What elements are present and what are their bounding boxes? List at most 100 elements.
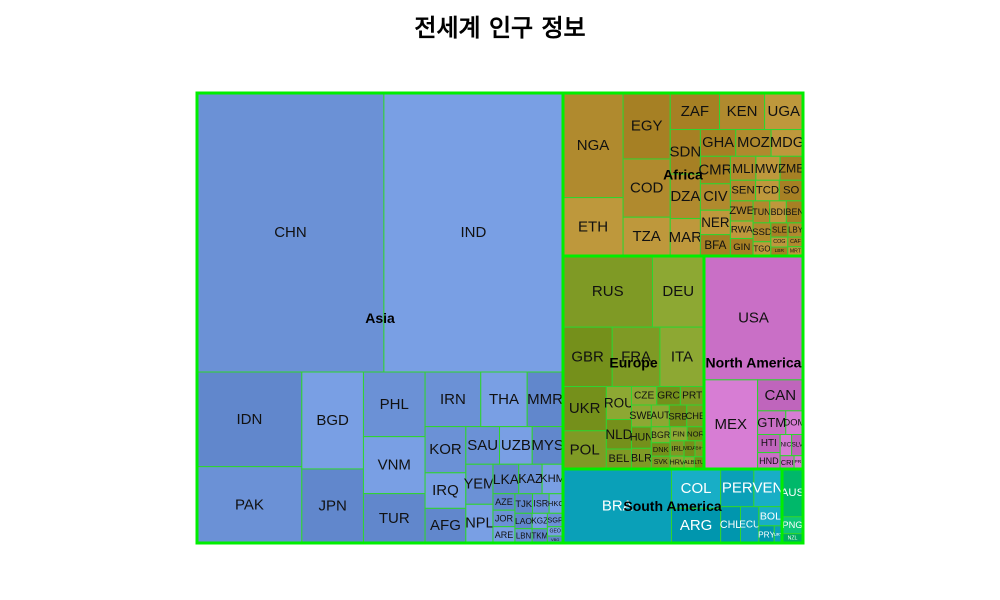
tile-label-mrt: MRT [790, 248, 801, 254]
tile-label-irq: IRQ [432, 482, 459, 499]
tile-label-svk: SVK [654, 459, 668, 466]
tile-label-jor: JOR [495, 513, 514, 523]
tile-per [720, 468, 755, 508]
tile-label-mda: MDA [683, 446, 696, 452]
tile-vnm [362, 436, 426, 495]
tile-label-gtm: GTM [757, 415, 786, 430]
tile-usa [703, 255, 804, 381]
region-asia: CHN IND IDN PAK BGD JPN PHL VNM TUR IRN THA MMR KOR I… [195, 91, 565, 545]
tile-label-fin: FIN [672, 429, 684, 438]
tile-label-png: PNG [782, 520, 802, 530]
tile-label-lby: LBY [788, 225, 804, 234]
tile-label-slv: SLV [792, 442, 804, 449]
tile-label-hrv: HRV [670, 459, 685, 467]
tile-label-lbn: LBN [516, 531, 532, 540]
tile-tur [362, 493, 426, 544]
tile-label-egy: EGY [631, 117, 663, 134]
tile-label-ita: ITA [671, 348, 693, 365]
tile-label-nzl: NZL [788, 535, 798, 541]
tile-label-tkm: TKM [532, 531, 548, 540]
tile-label-yem: YEM [464, 476, 496, 492]
tile-label-bel: BEL [609, 453, 630, 465]
tile-label-geo: GEO [550, 528, 561, 534]
tile-label-nor: NOR [687, 429, 705, 438]
tile-label-rus: RUS [592, 283, 624, 300]
tile-label-can: CAN [764, 387, 796, 404]
tile-label-che: CHE [686, 411, 706, 421]
tile-label-eth: ETH [578, 218, 608, 235]
tile-phl [362, 371, 426, 438]
tile-label-ssd: SSD [752, 227, 772, 238]
tile-label-rwa: RWA [731, 224, 753, 235]
tile-label-ven: VEN [753, 479, 784, 496]
tile-label-mli: MLI [732, 161, 754, 176]
tile-label-cri: CRI [781, 458, 794, 467]
tile-label-hkg: HKG [548, 499, 564, 508]
tile-label-afg: AFG [430, 517, 461, 534]
region-label-south-america: South America [623, 498, 721, 514]
tile-label-zmb: ZMB [779, 161, 805, 175]
tile-label-zaf: ZAF [681, 103, 709, 120]
tile-label-npl: NPL [465, 516, 493, 532]
tile-ukr [562, 386, 607, 432]
tile-label-tjk: TJK [515, 498, 532, 509]
tile-label-moz: MOZ [737, 135, 770, 151]
tile-label-kaz: KAZ [518, 472, 543, 486]
tile-label-sgp: SGP [547, 516, 563, 525]
tile-label-bgd: BGD [316, 412, 349, 429]
tile-label-sle: SLE [772, 225, 787, 234]
tile-label-mys: MYS [531, 437, 564, 454]
tile-label-usa: USA [738, 309, 769, 326]
tile-label-ltu: LTU [694, 460, 704, 466]
region-europe: RUS DEU GBR FRA ITA UKR POL ROU NLD BEL CZE GRC PRT S… [561, 254, 706, 471]
tile-label-bol: BOL [760, 510, 781, 522]
tile-label-ben: BEN [786, 207, 804, 217]
tile-gbr [562, 326, 613, 388]
tile-label-hun: HUN [630, 432, 653, 444]
tile-label-gin: GIN [733, 242, 750, 253]
tile-label-grc: GRC [657, 390, 680, 401]
tile-label-bra: BRA [602, 498, 633, 515]
tile-label-idn: IDN [236, 411, 262, 428]
tile-ita [659, 326, 705, 388]
tile-label-cze: CZE [634, 390, 655, 401]
tile-label-tha: THA [489, 391, 519, 408]
tile-label-per: PER [722, 479, 753, 496]
tile-label-uga: UGA [768, 103, 801, 120]
tile-label-tgo: TGO [754, 244, 771, 253]
tile-label-bdi: BDI [771, 207, 786, 217]
tile-yem [465, 463, 494, 505]
tile-label-hti: HTI [761, 438, 777, 449]
tile-label-fra: FRA [621, 348, 651, 365]
tile-rus [562, 255, 654, 328]
tile-label-rou: ROU [604, 396, 634, 411]
tile-label-vnm: VNM [378, 457, 411, 474]
tile-label-mmr: MMR [527, 391, 563, 408]
treemap-outer-border [195, 91, 805, 545]
tile-label-vbg: VBG [551, 537, 559, 542]
tile-label-aze: AZE [495, 497, 513, 507]
tile-label-jpn: JPN [318, 497, 346, 514]
tile-label-sdn: SDN [669, 143, 701, 160]
tile-sau [465, 426, 501, 465]
tile-label-lbr: LBR [775, 248, 785, 254]
tile-label-deu: DEU [662, 283, 694, 300]
tile-pak [196, 466, 303, 544]
tile-label-are: ARE [495, 530, 514, 540]
tile-label-zwe: ZWE [729, 205, 754, 217]
tile-label-bih: BIH [695, 445, 704, 451]
tile-label-gbr: GBR [571, 348, 604, 365]
tile-label-gha: GHA [702, 135, 734, 151]
tile-label-bgr: BGR [651, 430, 670, 440]
tile-label-tza: TZA [632, 228, 660, 245]
tile-label-phl: PHL [380, 396, 409, 413]
tile-label-isr: ISR [533, 499, 548, 509]
tile-irn [424, 371, 482, 428]
tile-label-ecu: ECU [739, 519, 760, 530]
tile-label-civ: CIV [703, 189, 728, 205]
tile-uzb [499, 426, 533, 465]
tile-label-tcd: TCD [756, 185, 779, 197]
